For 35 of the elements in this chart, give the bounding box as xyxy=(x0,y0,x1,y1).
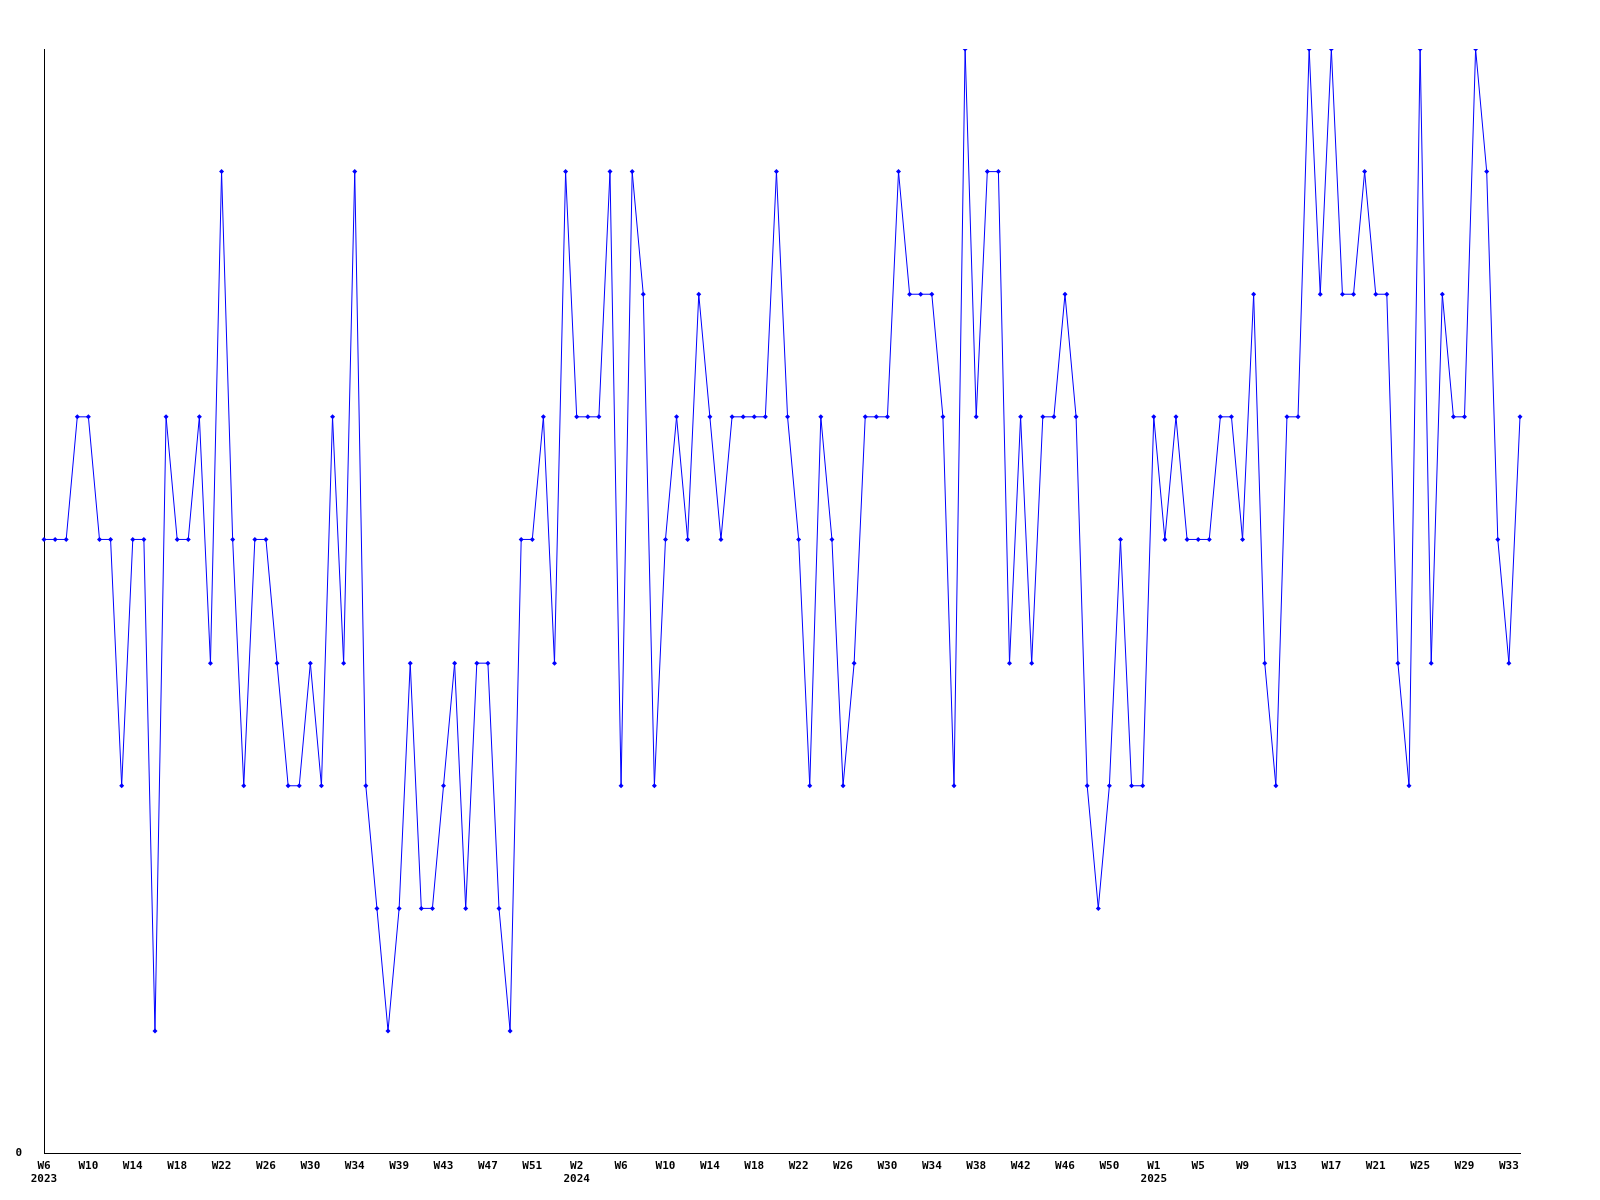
x-tick-label: W14 xyxy=(122,1159,144,1173)
x-tick-label: W33 xyxy=(1498,1159,1519,1173)
x-tick-label: W26 xyxy=(256,1159,277,1173)
x-tick-label: W25 xyxy=(1410,1159,1431,1173)
x-tick-label: W5 xyxy=(1191,1159,1205,1173)
x-tick-label: W42 xyxy=(1010,1159,1031,1173)
x-tick-label: W6 xyxy=(614,1159,629,1173)
x-tick-label: W21 xyxy=(1365,1159,1387,1173)
x-tick-label: W22 xyxy=(788,1159,809,1173)
x-tick-label: W18 xyxy=(744,1159,765,1173)
x-tick-label: W13 xyxy=(1277,1159,1297,1173)
x-tick-label: W9 xyxy=(1235,1159,1250,1173)
x-tick-label: W6 2023 xyxy=(30,1159,58,1186)
x-tick-label: W30 xyxy=(300,1159,321,1173)
x-tick-label: W10 xyxy=(78,1159,99,1173)
x-tick-label: W34 xyxy=(921,1159,943,1173)
x-tick-label: W30 xyxy=(877,1159,898,1173)
x-tick-label: W18 xyxy=(167,1159,188,1173)
x-tick-label: W39 xyxy=(389,1159,410,1173)
x-tick-label: W10 xyxy=(655,1159,676,1173)
x-tick-label: W38 xyxy=(966,1159,987,1173)
x-tick-label: W14 xyxy=(699,1159,721,1173)
x-tick-label: W1 2025 xyxy=(1140,1159,1168,1186)
x-tick-label: W17 xyxy=(1321,1159,1342,1173)
x-tick-label: W47 xyxy=(477,1159,498,1173)
x-tick-label: W29 xyxy=(1454,1159,1475,1173)
x-tick-label: W26 xyxy=(833,1159,854,1173)
x-tick-label: W50 xyxy=(1099,1159,1120,1173)
x-tick-label: W22 xyxy=(211,1159,232,1173)
x-tick-label: W51 xyxy=(522,1159,543,1173)
x-tick-label: W43 xyxy=(433,1159,454,1173)
x-tick-label: W34 xyxy=(344,1159,366,1173)
x-tick-label: W2 2024 xyxy=(563,1159,591,1186)
x-tick-label: W46 xyxy=(1055,1159,1076,1173)
text: 0 xyxy=(15,1146,22,1160)
